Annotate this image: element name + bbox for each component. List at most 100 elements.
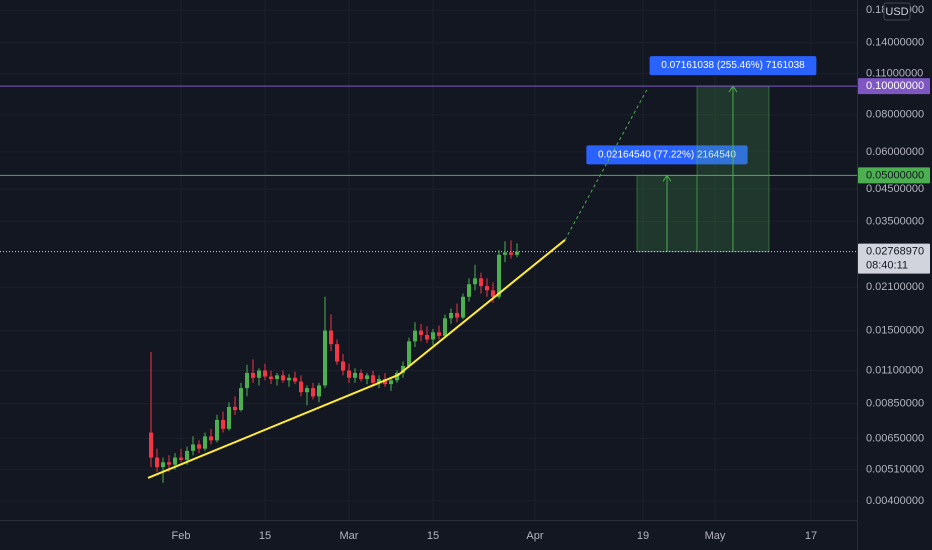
y-tick-label: 0.00850000 bbox=[866, 398, 924, 410]
projection-line bbox=[564, 87, 649, 241]
candle-body bbox=[305, 388, 310, 393]
y-tick-label: 0.14000000 bbox=[866, 37, 924, 49]
candle-body bbox=[287, 377, 292, 381]
candle-body bbox=[221, 419, 226, 429]
y-tick-label: 0.00510000 bbox=[866, 464, 924, 476]
candle-body bbox=[293, 377, 298, 382]
candle-body bbox=[514, 251, 519, 255]
candle-body bbox=[215, 419, 220, 441]
price-label: 0.10000000 bbox=[866, 80, 924, 92]
candle-body bbox=[269, 376, 274, 380]
candle-body bbox=[365, 375, 370, 380]
y-tick-label: 0.00400000 bbox=[866, 495, 924, 507]
candle-body bbox=[155, 457, 160, 468]
candle-body bbox=[299, 381, 304, 393]
candle-body bbox=[281, 375, 286, 381]
candle-body bbox=[371, 375, 376, 383]
candle-body bbox=[490, 290, 495, 297]
candle-body bbox=[239, 388, 244, 410]
candle-body bbox=[311, 388, 316, 397]
candle-body bbox=[179, 457, 184, 460]
currency-badge[interactable] bbox=[883, 2, 911, 21]
candle-body bbox=[317, 385, 322, 397]
candle-body bbox=[478, 278, 483, 286]
candle-body bbox=[167, 462, 172, 465]
x-tick-label: 15 bbox=[427, 530, 439, 542]
candle-body bbox=[436, 332, 441, 336]
price-label: 0.02768970 bbox=[866, 245, 924, 257]
x-tick-label: May bbox=[705, 530, 726, 542]
y-tick-label: 0.06000000 bbox=[866, 146, 924, 158]
trend-line bbox=[147, 239, 566, 479]
y-tick-label: 0.02100000 bbox=[866, 281, 924, 293]
candle-body bbox=[377, 379, 382, 383]
candle-body bbox=[460, 296, 465, 318]
candle-body bbox=[401, 365, 406, 373]
candle-body bbox=[263, 370, 268, 377]
candle-body bbox=[496, 254, 501, 297]
candle-body bbox=[227, 406, 232, 429]
candle-body bbox=[347, 370, 352, 378]
position-label-bg bbox=[586, 145, 748, 165]
x-tick-label: Apr bbox=[526, 530, 543, 542]
price-label-bg bbox=[858, 243, 930, 274]
candle-body bbox=[359, 372, 364, 380]
candle-body bbox=[454, 312, 459, 318]
candle-body bbox=[341, 361, 346, 371]
candle-body bbox=[484, 285, 489, 291]
candle-body bbox=[161, 462, 166, 468]
x-tick-label: 15 bbox=[259, 530, 271, 542]
candle-body bbox=[425, 334, 430, 340]
price-axis: 0.180000000.140000000.110000000.08000000… bbox=[858, 4, 930, 507]
candle-body bbox=[430, 332, 435, 340]
x-tick-label: Mar bbox=[340, 530, 359, 542]
candle-body bbox=[197, 444, 202, 449]
y-tick-label: 0.03500000 bbox=[866, 215, 924, 227]
candle-body bbox=[383, 379, 388, 385]
y-tick-label: 0.01100000 bbox=[866, 364, 923, 376]
y-tick-label: 0.01500000 bbox=[866, 324, 924, 336]
candle-body bbox=[508, 252, 513, 255]
y-tick-label: 0.08000000 bbox=[866, 109, 924, 121]
y-tick-label: 0.00650000 bbox=[866, 432, 924, 444]
candle-body bbox=[407, 341, 412, 366]
price-label-bg bbox=[858, 167, 930, 184]
position-label: 0.02164540 (77.22%) 2164540 bbox=[598, 150, 736, 161]
candle-body bbox=[209, 436, 214, 441]
x-tick-label: 19 bbox=[637, 530, 649, 542]
candle-body bbox=[335, 344, 340, 362]
candle-body bbox=[502, 252, 507, 255]
candle-body bbox=[185, 450, 190, 460]
candle-body bbox=[275, 375, 280, 380]
candle-body bbox=[353, 372, 358, 378]
candle-body bbox=[389, 380, 394, 385]
candle-body bbox=[442, 318, 447, 336]
candle-body bbox=[419, 330, 424, 335]
price-label: 0.05000000 bbox=[866, 169, 924, 181]
candle-body bbox=[191, 444, 196, 451]
candle-body bbox=[413, 330, 418, 342]
candle-body bbox=[149, 432, 154, 458]
candle-body bbox=[251, 372, 256, 378]
candle-body bbox=[466, 284, 471, 297]
countdown: 08:40:11 bbox=[866, 259, 908, 271]
y-tick-label: 0.11000000 bbox=[866, 68, 923, 80]
candle-body bbox=[257, 370, 262, 378]
plot: 0.02164540 (77.22%) 2164540 0.07161038 (2… bbox=[0, 56, 857, 483]
candle-body bbox=[329, 330, 334, 345]
candle-body bbox=[245, 372, 250, 389]
candle-body bbox=[233, 406, 238, 410]
candle-body bbox=[448, 312, 453, 319]
candle-body bbox=[323, 330, 328, 386]
price-label-bg bbox=[858, 78, 930, 95]
x-tick-label: 17 bbox=[805, 530, 817, 542]
candle-body bbox=[203, 436, 208, 449]
position-label-bg bbox=[649, 56, 817, 76]
currency: USD bbox=[885, 6, 908, 18]
grid bbox=[0, 0, 857, 520]
candle-body bbox=[173, 457, 178, 465]
x-tick-label: Feb bbox=[172, 530, 191, 542]
